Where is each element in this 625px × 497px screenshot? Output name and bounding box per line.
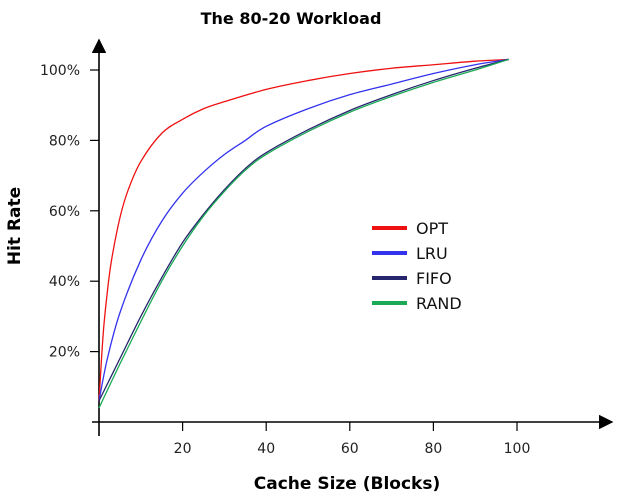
x-tick-label: 20: [174, 441, 192, 457]
x-axis-ticks: 20 40 60 80 100: [174, 422, 531, 457]
series-lines: [98, 58, 509, 409]
legend-label-lru: LRU: [416, 244, 448, 263]
y-tick-label: 20%: [49, 345, 80, 361]
legend-label-opt: OPT: [416, 219, 448, 238]
x-tick-label: 40: [257, 441, 275, 457]
series-line-fifo: [98, 58, 509, 402]
y-tick-label: 40%: [49, 274, 80, 290]
series-line-rand: [98, 58, 509, 409]
y-axis-ticks: 20% 40% 60% 80% 100%: [40, 63, 99, 361]
chart-title: The 80-20 Workload: [201, 9, 382, 28]
legend-label-fifo: FIFO: [416, 269, 452, 288]
y-tick-label: 100%: [40, 63, 80, 79]
x-tick-label: 80: [424, 441, 442, 457]
x-tick-label: 100: [504, 441, 531, 457]
y-axis-title: Hit Rate: [5, 187, 25, 265]
series-line-opt: [98, 58, 509, 401]
legend: OPT LRU FIFO RAND: [372, 219, 462, 313]
x-axis-title: Cache Size (Blocks): [254, 474, 441, 494]
y-tick-label: 80%: [49, 133, 80, 149]
x-tick-label: 60: [341, 441, 359, 457]
y-tick-label: 60%: [49, 204, 80, 220]
legend-label-rand: RAND: [416, 294, 462, 313]
series-line-lru: [98, 58, 509, 402]
